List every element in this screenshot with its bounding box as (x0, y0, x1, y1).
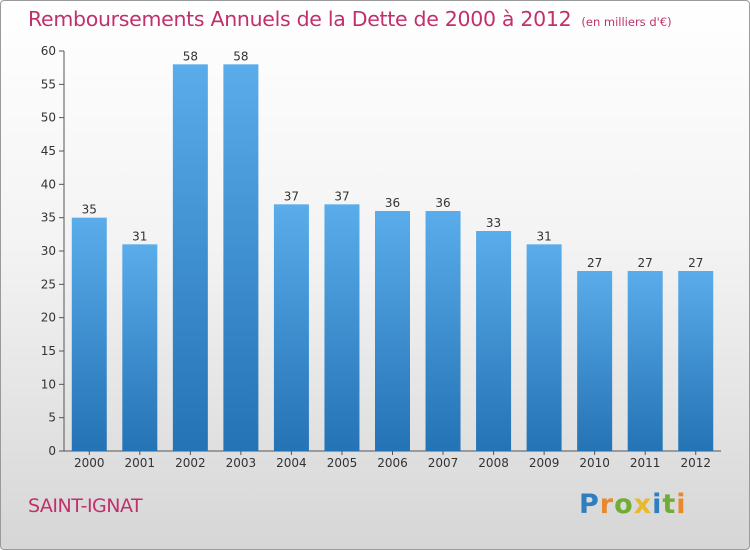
y-tick-label: 20 (41, 311, 56, 325)
data-label: 36 (435, 196, 450, 210)
x-tick-label: 2011 (630, 456, 661, 470)
logo-letter: i (652, 489, 663, 520)
bar (476, 231, 512, 451)
y-tick-label: 60 (41, 44, 56, 58)
axes: 0 5 10 15 20 25 30 35 40 45 50 55 60 (41, 44, 721, 458)
city-name: SAINT-IGNAT (28, 495, 143, 517)
x-tick-label: 2012 (680, 456, 711, 470)
x-tick-label: 2006 (377, 456, 408, 470)
x-tick-label: 2000 (74, 456, 105, 470)
x-tick-label: 2010 (579, 456, 610, 470)
x-tick-label: 2002 (175, 456, 206, 470)
data-label: 58 (183, 49, 198, 63)
data-label: 27 (638, 256, 653, 270)
x-tick-label: 2005 (327, 456, 358, 470)
bar (627, 271, 663, 451)
x-tick-label: 2003 (226, 456, 257, 470)
bar (223, 64, 259, 452)
proxiti-logo: Proxiti (579, 489, 687, 520)
y-tick-label: 55 (41, 77, 56, 91)
y-tick-label: 40 (41, 177, 56, 191)
data-label: 27 (587, 256, 602, 270)
y-tick-label: 10 (41, 377, 56, 391)
bar (122, 244, 158, 451)
logo-letter: x (633, 489, 653, 520)
y-tick-label: 35 (41, 211, 56, 225)
y-tick-label: 5 (48, 411, 56, 425)
logo-letter: r (599, 489, 615, 520)
chart-subtitle: (en milliers d'€) (581, 15, 672, 29)
y-tick-label: 0 (48, 444, 56, 458)
data-label: 33 (486, 216, 501, 230)
x-tick-label: 2007 (428, 456, 459, 470)
bar (375, 211, 410, 451)
chart-title: Remboursements Annuels de la Dette de 20… (28, 7, 572, 31)
bar (577, 271, 613, 451)
logo-letter: t (662, 489, 677, 520)
bar (425, 211, 461, 451)
logo-letter: o (614, 489, 634, 520)
y-tick-label: 30 (41, 244, 56, 258)
x-tick-label: 2008 (478, 456, 509, 470)
bar (324, 204, 360, 451)
title-row: Remboursements Annuels de la Dette de 20… (28, 7, 672, 31)
bar (172, 64, 208, 452)
logo-letter: P (579, 489, 600, 520)
y-tick-label: 45 (41, 144, 56, 158)
logo-letter: i (676, 489, 687, 520)
data-label: 36 (385, 196, 400, 210)
x-tick-label: 2004 (276, 456, 307, 470)
bar (273, 204, 309, 451)
y-tick-label: 50 (41, 111, 56, 125)
data-label: 37 (284, 189, 299, 203)
bar (526, 244, 562, 451)
bar (678, 271, 714, 451)
bars (71, 64, 714, 452)
data-label: 35 (82, 203, 97, 217)
x-tick-label: 2009 (529, 456, 560, 470)
data-label: 27 (688, 256, 703, 270)
data-label: 37 (334, 189, 349, 203)
data-label: 31 (132, 229, 147, 243)
x-tick-label: 2001 (125, 456, 156, 470)
data-label: 31 (536, 229, 551, 243)
y-tick-label: 25 (41, 277, 56, 291)
data-label: 58 (233, 49, 248, 63)
bar (71, 217, 107, 451)
labels: 2000 35 2001 31 2002 58 2003 58 2004 37 2005 37 2006… (74, 49, 711, 470)
y-tick-label: 15 (41, 344, 56, 358)
